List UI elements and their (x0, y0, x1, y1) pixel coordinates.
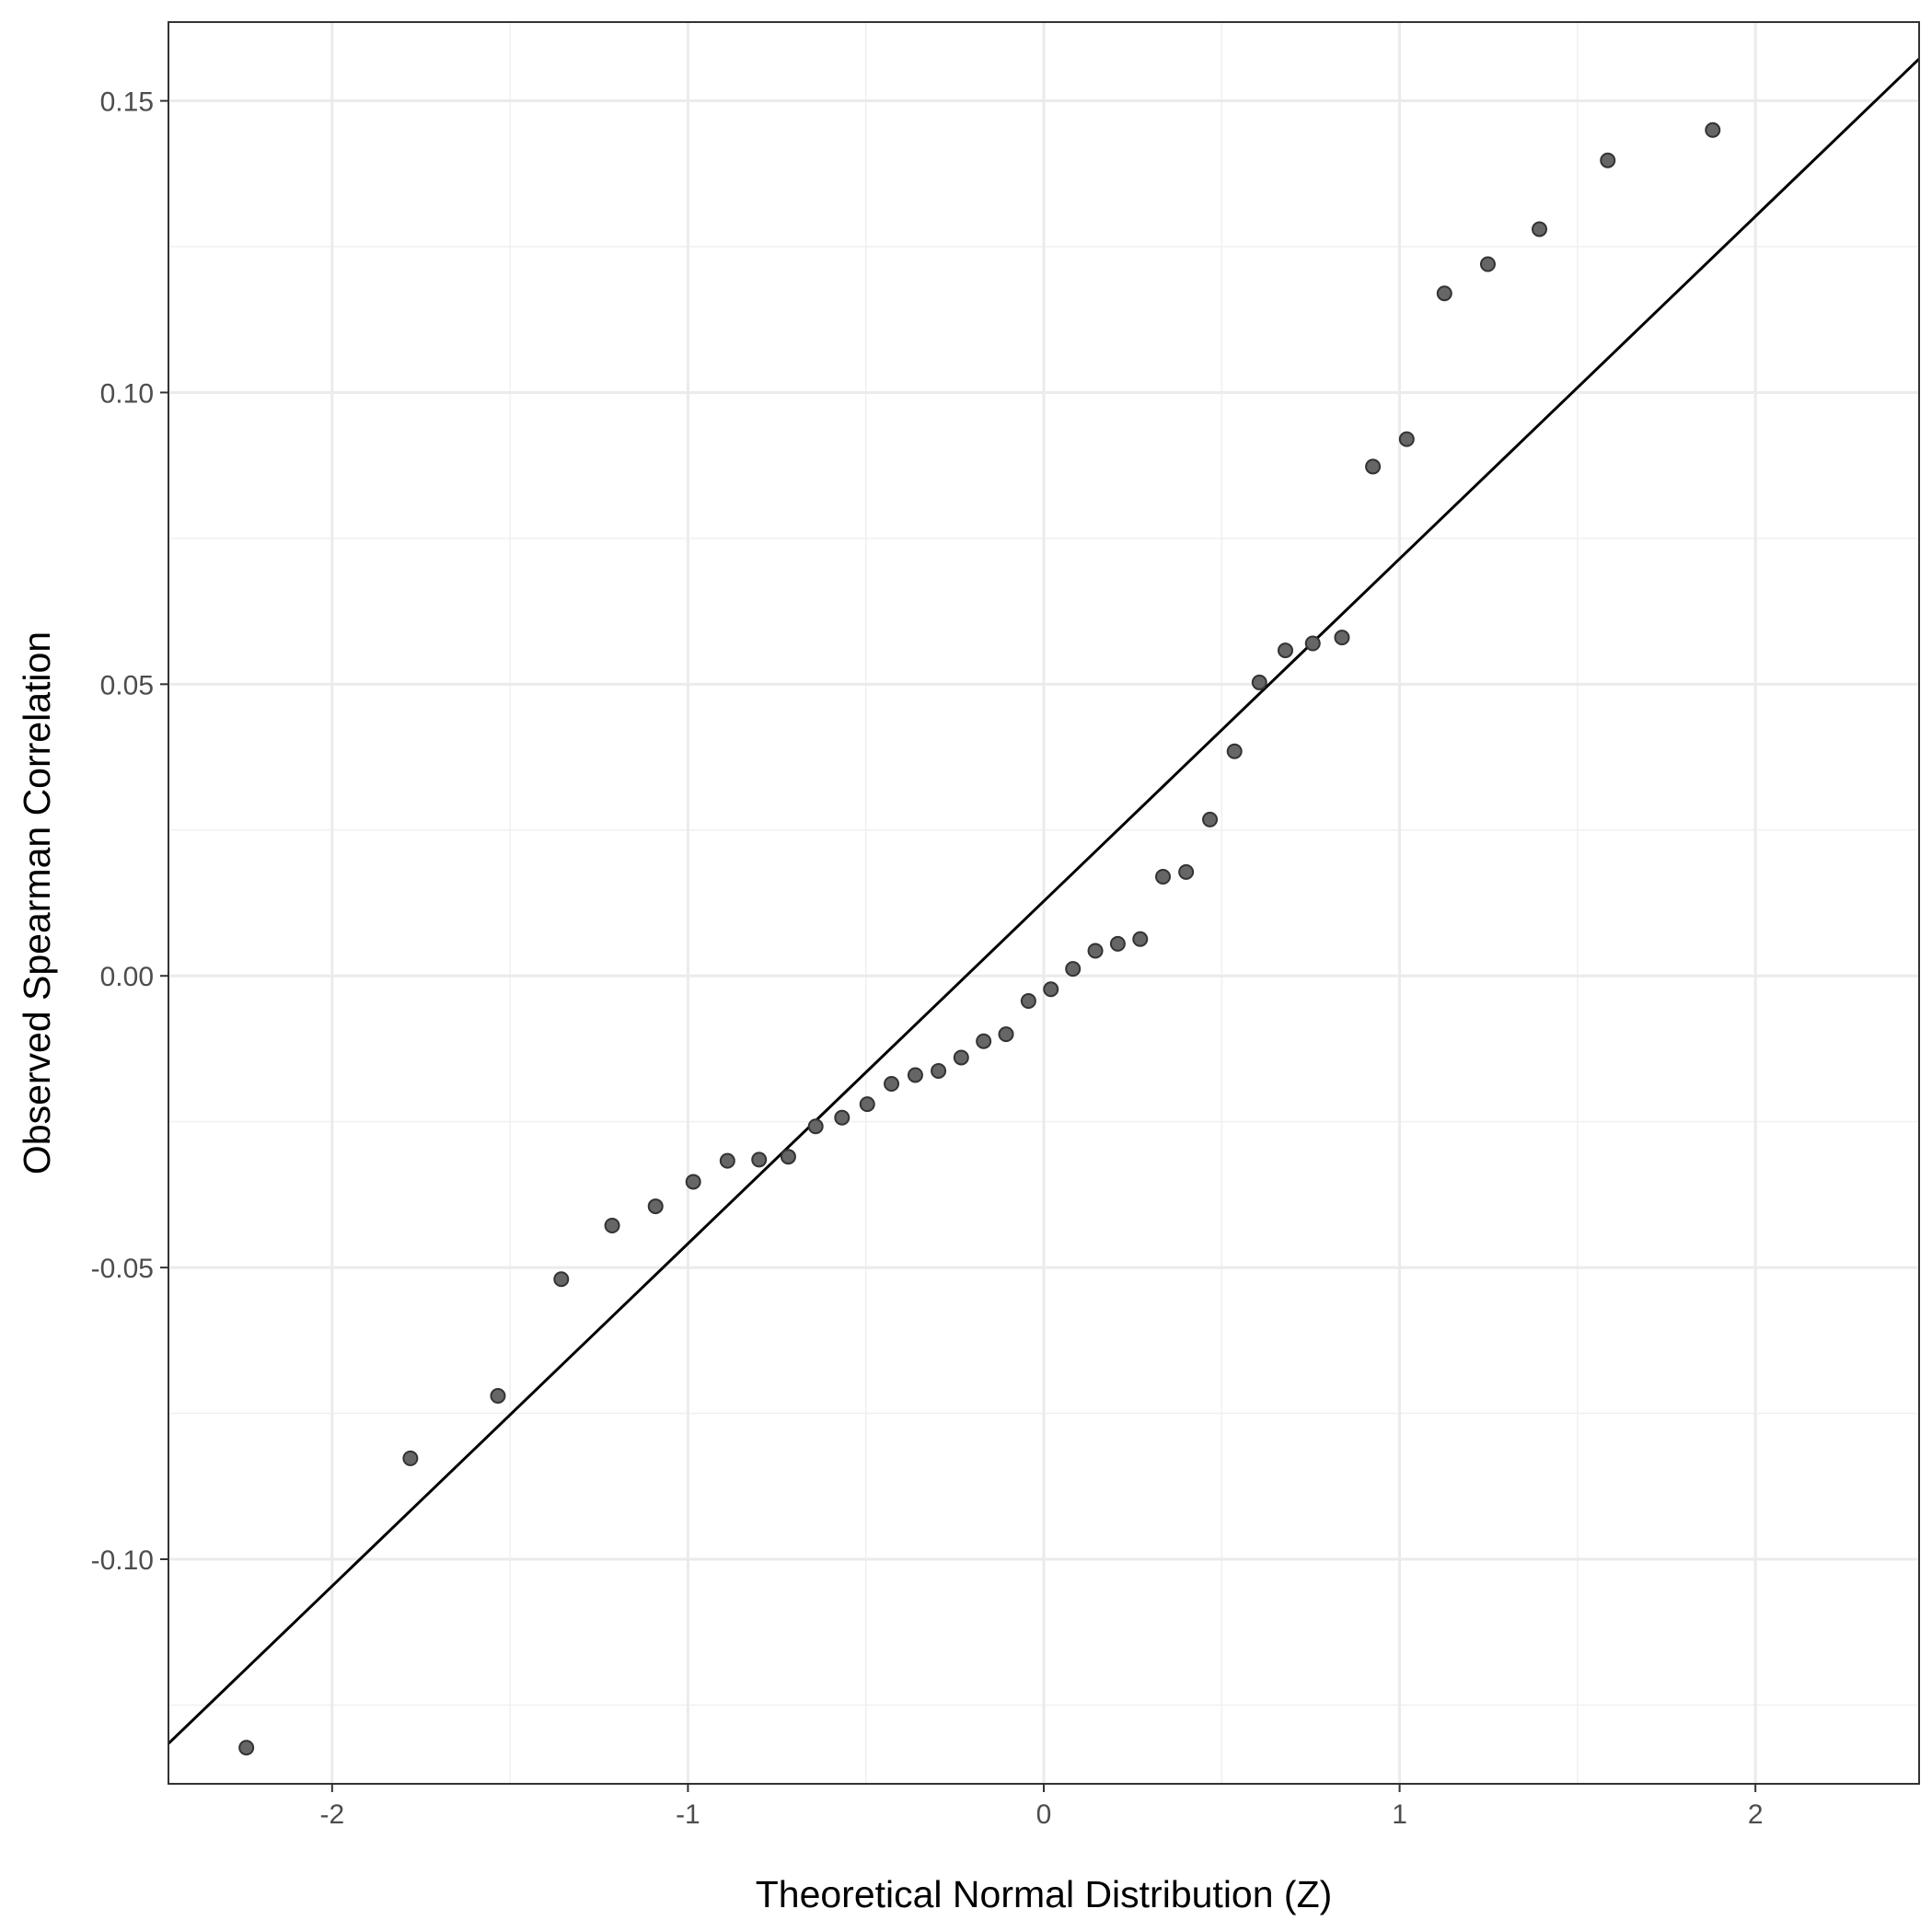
data-point (1705, 121, 1721, 138)
data-point (719, 1152, 735, 1169)
x-tick-label: 2 (1748, 1799, 1764, 1830)
data-point (884, 1075, 900, 1092)
y-tick-label: -0.05 (91, 1254, 154, 1284)
data-point (1020, 992, 1036, 1009)
data-point (953, 1049, 969, 1066)
data-point (1202, 811, 1219, 827)
data-point (1065, 961, 1082, 978)
data-point (604, 1217, 620, 1233)
data-point (1304, 635, 1321, 652)
data-point (1277, 642, 1293, 659)
data-point (1043, 981, 1059, 998)
x-tick-label: 1 (1392, 1799, 1407, 1830)
data-point (1251, 674, 1267, 690)
data-point (238, 1740, 255, 1756)
y-tick-label: 0.00 (100, 962, 154, 992)
data-point (976, 1033, 992, 1049)
data-point (931, 1063, 947, 1080)
data-point (780, 1149, 796, 1165)
data-point (490, 1388, 506, 1405)
data-point (1365, 458, 1382, 475)
data-point (1436, 285, 1452, 302)
data-point (1532, 221, 1548, 237)
data-point (1087, 943, 1104, 959)
data-point (402, 1450, 419, 1466)
y-tick-label: 0.10 (100, 378, 154, 409)
x-tick-label: 0 (1036, 1799, 1052, 1830)
data-points (238, 121, 1721, 1756)
x-axis-title: Theoretical Normal Distribution (Z) (756, 1873, 1333, 1915)
data-point (1155, 868, 1172, 885)
x-tick-label: -1 (676, 1799, 700, 1830)
data-point (1226, 743, 1243, 759)
data-point (751, 1151, 768, 1168)
y-axis-ticks: -0.10 -0.05 0.00 0.05 0.10 0.15 (91, 87, 168, 1576)
data-point (834, 1109, 850, 1126)
x-axis-ticks: -2 -1 0 1 2 (319, 1784, 1764, 1830)
reference-line (167, 57, 1921, 1745)
data-point (1109, 935, 1126, 952)
data-point (998, 1026, 1014, 1043)
data-point (1132, 931, 1149, 947)
data-point (647, 1198, 664, 1215)
data-point (1479, 256, 1496, 272)
data-point (1398, 431, 1415, 447)
data-point (859, 1096, 875, 1113)
data-point (553, 1271, 570, 1288)
data-point (685, 1174, 701, 1190)
data-point (1334, 630, 1350, 646)
y-axis-title: Observed Spearman Correlation (16, 631, 58, 1174)
y-tick-label: 0.15 (100, 87, 154, 118)
data-point (1600, 152, 1616, 168)
data-point (1178, 863, 1195, 880)
data-point (907, 1067, 923, 1083)
y-tick-label: 0.05 (100, 670, 154, 700)
data-point (807, 1118, 824, 1135)
reference-line-group (167, 57, 1921, 1745)
x-tick-label: -2 (319, 1799, 344, 1830)
y-tick-label: -0.10 (91, 1545, 154, 1576)
